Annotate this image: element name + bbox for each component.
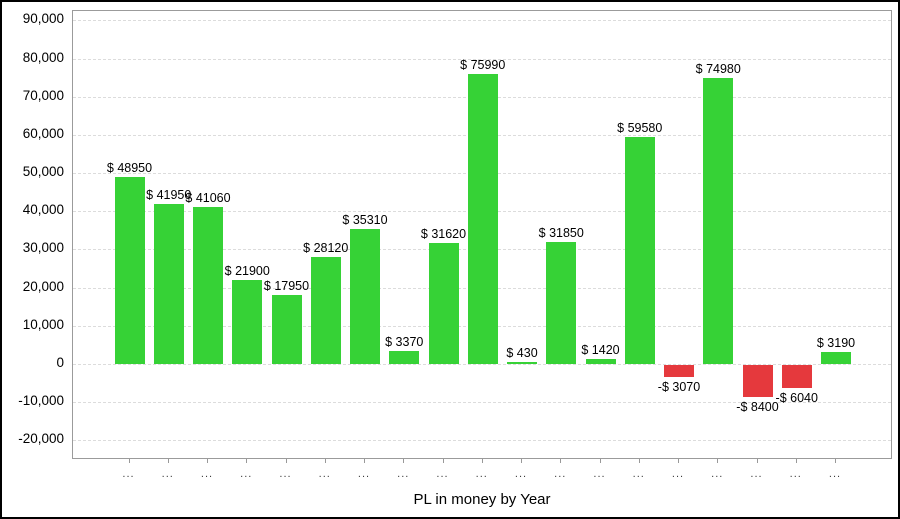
bar-value-label: $ 41060 <box>185 191 231 206</box>
bar <box>271 295 302 364</box>
x-axis-tick <box>128 459 130 463</box>
bar-value-label: $ 1420 <box>581 342 620 357</box>
x-axis-category-label: ... <box>240 468 253 480</box>
bar <box>389 351 420 364</box>
x-axis-tick <box>403 459 405 463</box>
y-axis-tick-label: 80,000 <box>22 49 64 65</box>
bar <box>467 73 498 364</box>
bar <box>546 242 577 364</box>
y-axis-tick-label: 60,000 <box>22 125 64 141</box>
y-axis-tick-label: 50,000 <box>22 164 64 180</box>
bar <box>821 351 851 364</box>
x-axis-title: PL in money by Year <box>413 491 551 508</box>
x-axis-tick <box>717 459 719 463</box>
gridline <box>73 402 891 404</box>
x-axis-tick <box>756 459 758 463</box>
x-axis-category-label: ... <box>397 468 410 480</box>
x-axis-category-label: ... <box>828 468 842 480</box>
gridline <box>73 20 891 22</box>
x-axis-tick <box>678 459 679 463</box>
bar <box>232 280 263 364</box>
bar-value-label: -$ 8400 <box>736 400 779 415</box>
x-axis-tick <box>521 459 522 463</box>
bar <box>703 77 734 364</box>
x-axis-category-label: ... <box>711 468 724 480</box>
x-axis-tick <box>481 459 483 463</box>
y-axis-tick-label: -10,000 <box>18 393 64 409</box>
bar <box>585 358 616 364</box>
x-axis-category-label: ... <box>750 468 763 480</box>
x-axis-category-label: ... <box>671 468 685 480</box>
y-axis-tick-label: 40,000 <box>22 202 64 218</box>
bar-value-label: $ 35310 <box>342 213 388 228</box>
x-axis-tick <box>795 459 797 463</box>
bar <box>114 177 145 364</box>
x-axis-category-label: ... <box>632 468 645 480</box>
bar <box>507 362 537 364</box>
x-axis-tick <box>207 459 208 463</box>
y-axis-tick-label: 30,000 <box>22 240 64 256</box>
plot-area: $ 48950 $ 41950 $ 41060 $ 21900 $ 17950 $ 281… <box>72 10 892 459</box>
x-axis-category-label: ... <box>436 468 449 480</box>
y-axis-tick-label: 70,000 <box>22 87 64 103</box>
x-axis-category-label: ... <box>318 468 331 480</box>
x-axis-tick <box>285 459 287 463</box>
y-axis-tick-label: 90,000 <box>22 11 64 27</box>
x-axis-category-label: ... <box>554 468 567 480</box>
x-axis-tick <box>835 459 836 463</box>
x-axis-category-label: ... <box>200 468 214 480</box>
x-axis-category-label: ... <box>279 468 292 480</box>
bar <box>781 365 812 389</box>
bar <box>193 207 223 364</box>
bar <box>664 365 694 377</box>
x-axis-category-label: ... <box>122 468 135 480</box>
bar <box>428 243 459 364</box>
bar-value-label: $ 3190 <box>816 335 856 350</box>
x-axis-tick <box>599 459 601 463</box>
bar-value-label: $ 28120 <box>303 240 349 255</box>
x-axis-category-label: ... <box>593 468 606 480</box>
x-axis-tick <box>324 459 326 463</box>
bar-value-label: -$ 3070 <box>657 379 701 394</box>
gridline <box>73 440 891 442</box>
bar <box>310 256 341 364</box>
bar-value-label: $ 41950 <box>146 187 192 202</box>
bar-value-label: $ 31850 <box>538 226 584 241</box>
x-axis-category-label: ... <box>514 468 528 480</box>
x-axis-tick <box>638 459 640 463</box>
bar-value-label: $ 430 <box>506 346 538 361</box>
bar-value-label: $ 75990 <box>460 57 506 72</box>
bar-value-label: -$ 6040 <box>775 391 818 406</box>
y-axis-tick-label: -20,000 <box>18 431 64 447</box>
gridline <box>73 58 891 60</box>
x-axis-tick <box>560 459 562 463</box>
x-axis-tick <box>364 459 365 463</box>
bar-value-label: $ 17950 <box>263 279 310 294</box>
bar <box>153 203 184 364</box>
y-axis-tick-label: 0 <box>56 355 64 370</box>
x-axis-tick <box>167 459 169 463</box>
y-axis-tick-label: 20,000 <box>22 278 64 294</box>
x-axis-category-label: ... <box>357 468 371 480</box>
bar <box>742 365 773 398</box>
x-axis-category-label: ... <box>475 468 488 480</box>
x-axis-tick <box>246 459 248 463</box>
bar <box>624 136 655 364</box>
x-axis-category-label: ... <box>789 468 802 480</box>
gridline <box>73 364 891 365</box>
bar-value-label: $ 48950 <box>106 161 153 176</box>
x-axis-tick <box>442 459 444 463</box>
bar-value-label: $ 31620 <box>420 227 467 242</box>
bar-value-label: $ 74980 <box>695 61 741 76</box>
x-axis-category-label: ... <box>161 468 174 480</box>
y-axis-tick-label: 10,000 <box>22 316 64 332</box>
bar <box>350 229 380 364</box>
bar-value-label: $ 21900 <box>224 264 270 279</box>
bar-value-label: $ 59580 <box>617 120 663 135</box>
bar-value-label: $ 3370 <box>385 335 424 350</box>
